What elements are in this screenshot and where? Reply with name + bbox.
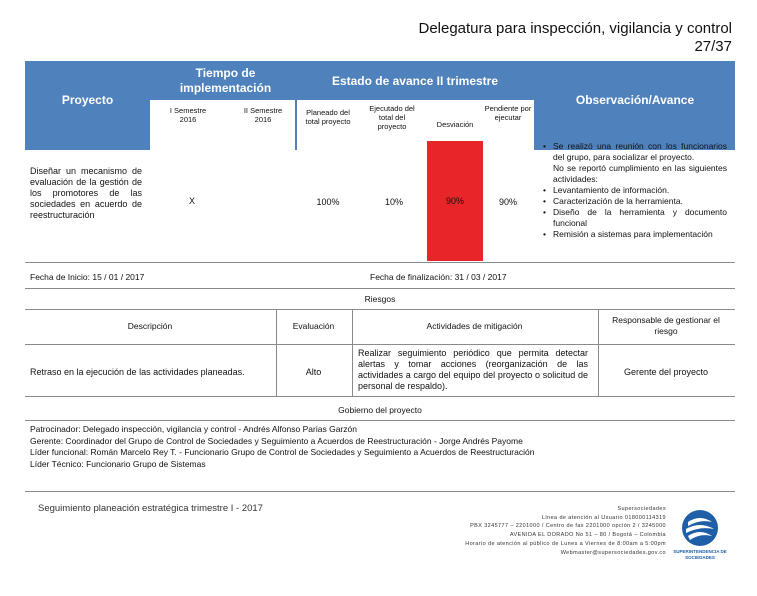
semestre-1-mark: X	[189, 196, 196, 206]
footer-contact-line: PBX 3245777 – 2201000 / Centro de fax 22…	[470, 523, 666, 530]
footer-left: Seguimiento planeación estratégica trime…	[38, 503, 263, 514]
subheader-semestre-1: I Semestre 2016	[169, 106, 207, 124]
desviacion-cell: 90%	[427, 141, 483, 261]
gobierno-title: Gobierno del proyecto	[338, 405, 422, 415]
observacion-item: Remisión a sistemas para implementación	[543, 229, 727, 240]
riesgos-title: Riesgos	[364, 294, 396, 304]
divider	[25, 288, 735, 289]
page-number: 27/37	[694, 38, 732, 55]
riesgos-col-descripcion: Descripción	[127, 321, 173, 331]
subheader-pendiente: Pendiente por ejecutar	[484, 104, 532, 122]
footer-contact-line: AVENIDA EL DORADO No 51 – 80 / Bogotá – …	[509, 532, 666, 539]
pendiente-value: 90%	[498, 197, 517, 207]
observaciones-list: Se realizó una reunión con los funcionar…	[543, 141, 727, 240]
logo-text: SUPERINTENDENCIA DE SOCIEDADES	[673, 549, 727, 560]
header-title: Delegatura para inspección, vigilancia y…	[418, 20, 732, 37]
divider	[352, 309, 353, 396]
gobierno-line: Líder Técnico: Funcionario Grupo de Sist…	[30, 458, 206, 469]
footer-contact-line: Horario de atención al público de Lunes …	[465, 540, 666, 547]
project-description: Diseñar un mecanismo de evaluación de la…	[30, 166, 142, 220]
gobierno-line: Líder funcional: Román Marcelo Rey T. - …	[30, 447, 535, 457]
subheader-box-estado	[297, 100, 534, 150]
ejecutado-value: 10%	[384, 197, 403, 207]
page-header: Delegatura para inspección, vigilancia y…	[418, 20, 732, 56]
divider	[25, 262, 735, 263]
divider	[598, 309, 599, 396]
divider	[25, 491, 735, 492]
fecha-fin: Fecha de finalización: 31 / 03 / 2017	[370, 272, 507, 282]
gobierno-line: Gerente: Coordinador del Grupo de Contro…	[30, 435, 523, 446]
observaciones: Se realizó una reunión con los funcionar…	[543, 141, 727, 240]
riesgo-evaluacion: Alto	[305, 367, 322, 377]
divider	[25, 396, 735, 397]
footer-contact-line: Línea de atención al Usuario 01800011431…	[541, 514, 666, 521]
fecha-inicio: Fecha de Inicio: 15 / 01 / 2017	[30, 272, 145, 282]
footer-contact: Supersociedades Línea de atención al Usua…	[420, 505, 666, 557]
divider	[25, 420, 735, 421]
footer-contact-line: Webmaster@supersociedades.gov.co	[560, 549, 666, 556]
riesgos-col-evaluacion: Evaluación	[292, 321, 335, 331]
riesgo-responsable: Gerente del proyecto	[623, 367, 709, 377]
subheader-semestre-2: II Semestre 2016	[243, 106, 283, 124]
divider	[25, 344, 735, 345]
header-proyecto: Proyecto	[61, 93, 114, 107]
header-estado: Estado de avance II trimestre	[331, 73, 499, 88]
observacion-item: Diseño de la herramienta y documento fun…	[543, 207, 727, 229]
supersociedades-logo-icon	[682, 510, 718, 546]
gobierno-lines: Patrocinador: Delegado inspección, vigil…	[30, 424, 730, 470]
observacion-item: Levantamiento de información.	[543, 185, 727, 196]
footer-contact-line: Supersociedades	[617, 506, 666, 512]
divider	[25, 309, 735, 310]
supersociedades-logo: SUPERINTENDENCIA DE SOCIEDADES	[670, 508, 730, 564]
desviacion-value: 90%	[445, 196, 464, 206]
header-tiempo: Tiempo de implementación	[179, 66, 272, 95]
riesgos-col-actividades: Actividades de mitigación	[426, 321, 523, 331]
header-observacion: Observación/Avance	[575, 93, 695, 107]
subheader-planeado: Planeado del total proyecto	[305, 108, 351, 126]
divider	[276, 309, 277, 396]
subheader-desviacion: Desviación	[436, 120, 474, 129]
subheader-ejecutado: Ejecutado del total del proyecto	[369, 104, 415, 131]
observacion-item: Caracterización de la herramienta.	[543, 196, 727, 207]
observacion-item: No se reportó cumplimiento en las siguie…	[553, 163, 727, 184]
gobierno-line: Patrocinador: Delegado inspección, vigil…	[30, 424, 357, 434]
riesgos-col-responsable: Responsable de gestionar el riesgo	[612, 315, 720, 336]
riesgo-actividades: Realizar seguimiento periódico que permi…	[358, 348, 588, 391]
planeado-value: 100%	[316, 197, 340, 207]
riesgo-descripcion: Retraso en la ejecución de las actividad…	[30, 367, 245, 377]
observacion-item: Se realizó una reunión con los funcionar…	[543, 141, 727, 163]
subheader-box-tiempo	[150, 100, 295, 150]
